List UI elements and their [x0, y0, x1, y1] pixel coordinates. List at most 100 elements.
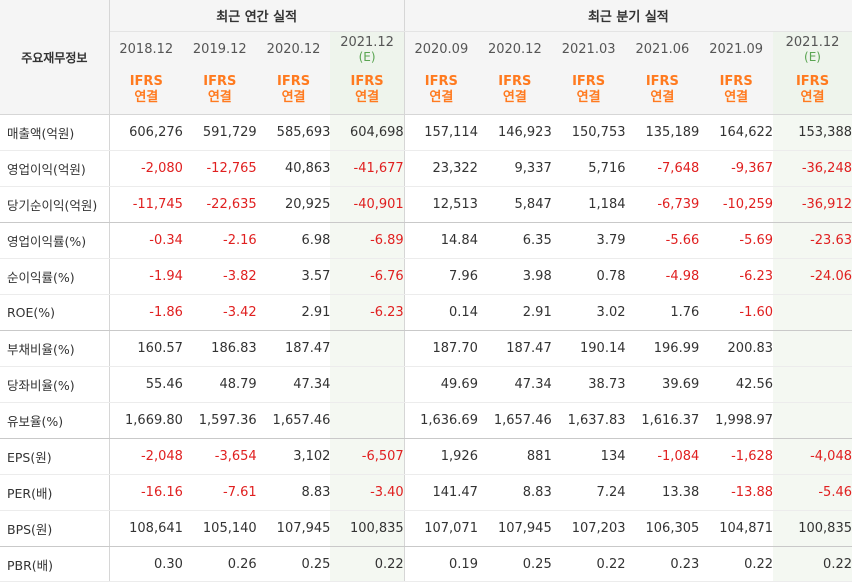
value-cell: -3.40: [330, 474, 405, 511]
value-cell: [773, 402, 852, 439]
value-cell: 0.22: [699, 546, 774, 582]
value-cell: 160.57: [109, 330, 183, 367]
consolidated-label: 연결: [576, 90, 601, 105]
value-cell: 0.78: [551, 258, 626, 295]
ifrs-label: IFRS: [129, 74, 163, 89]
period-header: 2021.09: [699, 31, 774, 66]
ifrs-label: IFRS: [795, 74, 830, 89]
ifrs-consolidated-tag: IFRS 연결: [182, 66, 257, 115]
value-cell: 42.56: [699, 366, 774, 403]
row-label: 당기순이익(억원): [0, 186, 110, 223]
value-cell: -5.66: [625, 222, 700, 259]
ifrs-label: IFRS: [203, 74, 237, 89]
value-cell: [773, 366, 852, 403]
estimate-tag: (E): [358, 49, 376, 64]
value-cell: 1,616.37: [625, 402, 700, 439]
value-cell: 1,657.46: [477, 402, 552, 439]
row-label: PER(배): [0, 474, 110, 511]
ifrs-label: IFRS: [498, 74, 532, 89]
value-cell: 6.35: [477, 222, 552, 259]
value-cell: -9,367: [699, 150, 774, 187]
value-cell: 0.30: [109, 546, 183, 582]
table-row: 유보율(%) 1,669.80 1,597.36 1,657.46 1,636.69 1,…: [0, 402, 852, 439]
value-cell: 2.91: [256, 294, 331, 331]
value-cell: -3.42: [182, 294, 257, 331]
value-cell: -3.82: [182, 258, 257, 295]
value-cell: 585,693: [256, 114, 331, 151]
table-row: 매출액(억원) 606,276 591,729 585,693 604,698 157,1…: [0, 114, 852, 151]
value-cell: -16.16: [109, 474, 183, 511]
value-cell: 0.25: [477, 546, 552, 582]
value-cell: -3,654: [182, 438, 257, 475]
value-cell: 0.14: [404, 294, 478, 331]
value-cell: -6.23: [330, 294, 405, 331]
row-label: ROE(%): [0, 294, 110, 331]
value-cell: 107,945: [477, 510, 552, 547]
table-row: 부채비율(%) 160.57 186.83 187.47 187.70 187.47 190…: [0, 330, 852, 367]
value-cell: 0.19: [404, 546, 478, 582]
period-header: 2018.12: [109, 31, 183, 66]
row-label: 당좌비율(%): [0, 366, 110, 403]
value-cell: -1.94: [109, 258, 183, 295]
annual-results-header: 최근 연간 실적: [109, 0, 405, 32]
ifrs-consolidated-tag: IFRS 연결: [109, 66, 183, 115]
period-header: 2019.12: [182, 31, 257, 66]
value-cell: 1,657.46: [256, 402, 331, 439]
value-cell: 591,729: [182, 114, 257, 151]
value-cell: -22,635: [182, 186, 257, 223]
period-date: 2019.12: [192, 41, 247, 57]
value-cell: -2,080: [109, 150, 183, 187]
value-cell: -7.61: [182, 474, 257, 511]
period-date: 2021.12: [785, 34, 840, 50]
ifrs-consolidated-tag: IFRS 연결: [625, 66, 700, 115]
value-cell: 1,637.83: [551, 402, 626, 439]
value-cell: 1,597.36: [182, 402, 257, 439]
value-cell: -1.86: [109, 294, 183, 331]
ifrs-label: IFRS: [350, 74, 384, 89]
value-cell: -11,745: [109, 186, 183, 223]
value-cell: -2,048: [109, 438, 183, 475]
value-cell: -6,507: [330, 438, 405, 475]
value-cell: 13.38: [625, 474, 700, 511]
row-label: 영업이익률(%): [0, 222, 110, 259]
value-cell: 5,716: [551, 150, 626, 187]
consolidated-label: 연결: [281, 90, 306, 105]
row-label: BPS(원): [0, 510, 110, 547]
value-cell: 39.69: [625, 366, 700, 403]
value-cell: 0.25: [256, 546, 331, 582]
value-cell: 196.99: [625, 330, 700, 367]
value-cell: 164,622: [699, 114, 774, 151]
table-row: PBR(배) 0.30 0.26 0.25 0.22 0.19 0.25 0.22 0.23 0.…: [0, 546, 852, 582]
value-cell: -6.76: [330, 258, 405, 295]
value-cell: 141.47: [404, 474, 478, 511]
value-cell: 40,863: [256, 150, 331, 187]
value-cell: -0.34: [109, 222, 183, 259]
value-cell: 107,945: [256, 510, 331, 547]
ifrs-label: IFRS: [645, 74, 679, 89]
value-cell: 107,203: [551, 510, 626, 547]
value-cell: -2.16: [182, 222, 257, 259]
row-label: 유보율(%): [0, 402, 110, 439]
period-date: 2021.09: [709, 41, 764, 57]
value-cell: -1,628: [699, 438, 774, 475]
table-row: PER(배) -16.16 -7.61 8.83 -3.40 141.47 8.83 7.24…: [0, 474, 852, 511]
value-cell: 0.26: [182, 546, 257, 582]
value-cell: 100,835: [330, 510, 405, 547]
table-row: 순이익률(%) -1.94 -3.82 3.57 -6.76 7.96 3.98 0.78 -4…: [0, 258, 852, 295]
value-cell: -4,048: [773, 438, 852, 475]
value-cell: 186.83: [182, 330, 257, 367]
value-cell: 106,305: [625, 510, 700, 547]
consolidated-label: 연결: [502, 90, 527, 105]
period-date: 2021.03: [561, 41, 616, 57]
consolidated-label: 연결: [724, 90, 749, 105]
value-cell: 105,140: [182, 510, 257, 547]
period-header: 2020.12: [477, 31, 552, 66]
value-cell: 49.69: [404, 366, 478, 403]
value-cell: 3.98: [477, 258, 552, 295]
value-cell: 3,102: [256, 438, 331, 475]
value-cell: 6.98: [256, 222, 331, 259]
period-header: 2021.12 (E): [773, 31, 852, 66]
value-cell: 2.91: [477, 294, 552, 331]
value-cell: 48.79: [182, 366, 257, 403]
